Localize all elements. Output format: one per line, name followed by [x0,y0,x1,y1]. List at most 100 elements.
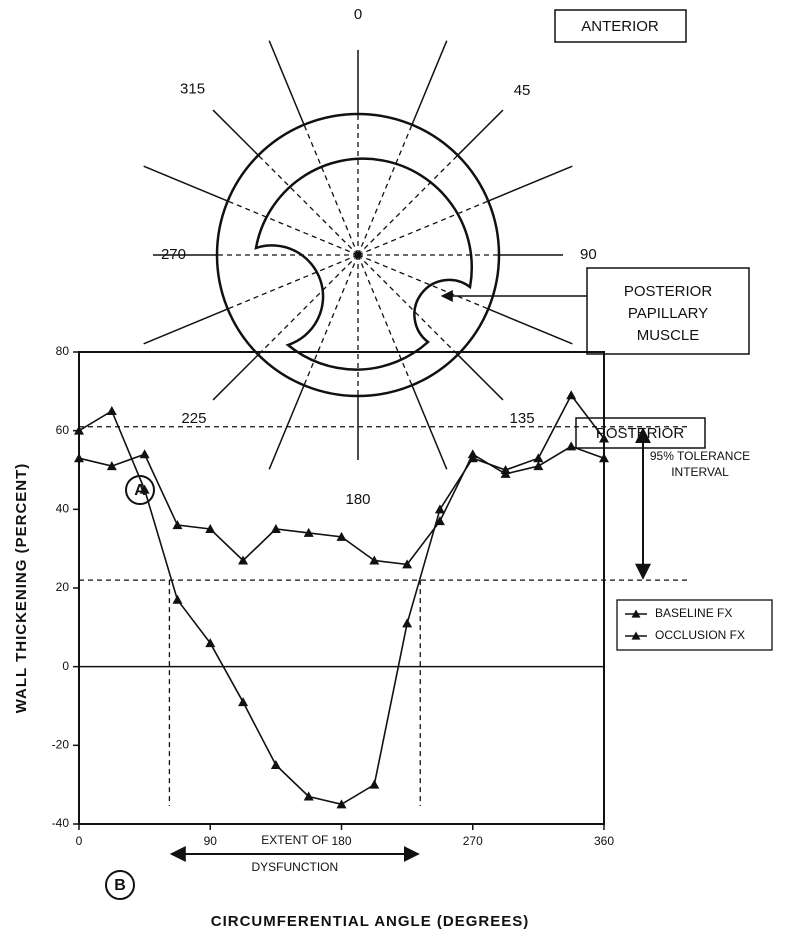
inner-wall [254,157,473,371]
marker [599,433,609,443]
marker [402,618,413,628]
y-tick-label: 60 [56,423,70,437]
radial-dashed [227,200,359,256]
radial-dashed [257,154,359,256]
marker [238,555,249,565]
legend-label: BASELINE FX [655,606,732,620]
tolerance-label: INTERVAL [671,465,729,479]
y-tick-label: 0 [62,659,69,673]
radial-line [411,40,448,126]
angle-label: 0 [354,6,362,23]
radial-dashed [357,254,489,310]
x-tick-label: 180 [331,834,351,848]
y-tick-label: -40 [52,816,70,830]
radial-line [212,354,259,401]
dysfunction-label: EXTENT OF [261,833,328,847]
legend-marker [631,609,641,618]
marker [74,425,84,435]
y-tick-label: 20 [56,580,70,594]
angle-label: 45 [514,82,531,99]
diagram: ANTERIOR POSTERIOR POSTERIOR PAPILLARY M… [125,9,750,505]
marker [402,559,413,569]
marker [434,516,445,526]
marker [270,760,281,769]
angle-label: 90 [580,246,597,263]
muscle-label: PAPILLARY [628,305,708,322]
radial-line [457,354,504,401]
legend-marker [631,631,641,640]
marker [238,697,249,707]
radial-line [411,384,448,470]
angle-label: 315 [180,81,205,98]
marker [205,524,216,533]
marker [500,465,511,474]
marker [533,461,544,471]
radial-line [268,40,305,126]
marker [336,531,347,541]
anterior-box [554,9,687,43]
marker [172,520,183,530]
marker [566,390,577,400]
dysfunction-label: DYSFUNCTION [251,860,338,874]
angle-label: 270 [161,246,186,263]
x-axis-title: CIRCUMFERENTIAL ANGLE (DEGREES) [211,913,530,930]
marker [303,527,314,537]
panel-badge [105,870,135,900]
radial-line [143,165,229,202]
anterior-label: ANTERIOR [581,18,659,35]
radial-dashed [357,124,413,256]
radial-dashed [357,154,459,256]
legend-box [616,599,773,651]
y-axis-title: WALL THICKENING (PERCENT) [13,463,30,714]
muscle-label: MUSCLE [637,327,700,344]
marker [74,453,84,463]
radial-dashed [303,124,359,256]
marker [467,453,478,463]
radial-line [212,109,259,156]
marker [369,779,380,789]
radial-dashed [257,254,359,356]
marker [205,638,216,648]
muscle-label: POSTERIOR [624,283,713,300]
x-tick-label: 0 [76,834,83,848]
posterior-label: POSTERIOR [596,425,685,442]
panel-badge [125,475,155,505]
marker [139,484,150,494]
x-tick-label: 90 [204,834,218,848]
y-tick-label: -20 [52,738,70,752]
radial-line [487,308,573,345]
marker [270,524,281,533]
radial-line [457,109,504,156]
radial-dashed [357,254,459,356]
marker [303,791,314,801]
marker [566,441,577,451]
radial-dashed [303,254,359,386]
series-line [78,393,605,806]
radial-dashed [357,200,489,256]
series-line [78,445,605,566]
marker [139,449,150,459]
radial-line [487,165,573,202]
marker [369,555,380,565]
tolerance-label: 95% TOLERANCE [650,449,750,463]
angle-label: 180 [345,491,370,508]
legend-label: OCCLUSION FX [655,628,745,642]
radial-dashed [227,254,359,310]
radial-line [143,308,229,345]
radial-dashed [357,254,413,386]
y-tick-label: 40 [56,502,70,516]
marker [172,594,183,604]
marker [336,799,347,809]
marker [434,504,445,514]
y-tick-label: 80 [56,344,70,358]
x-tick-label: 360 [594,834,614,848]
muscle-box [586,267,750,355]
angle-label: 135 [510,410,535,427]
marker [599,453,609,463]
x-tick-label: 270 [463,834,483,848]
marker [106,461,117,471]
marker [533,453,544,463]
panel-label: B [114,877,126,894]
marker [106,406,117,415]
